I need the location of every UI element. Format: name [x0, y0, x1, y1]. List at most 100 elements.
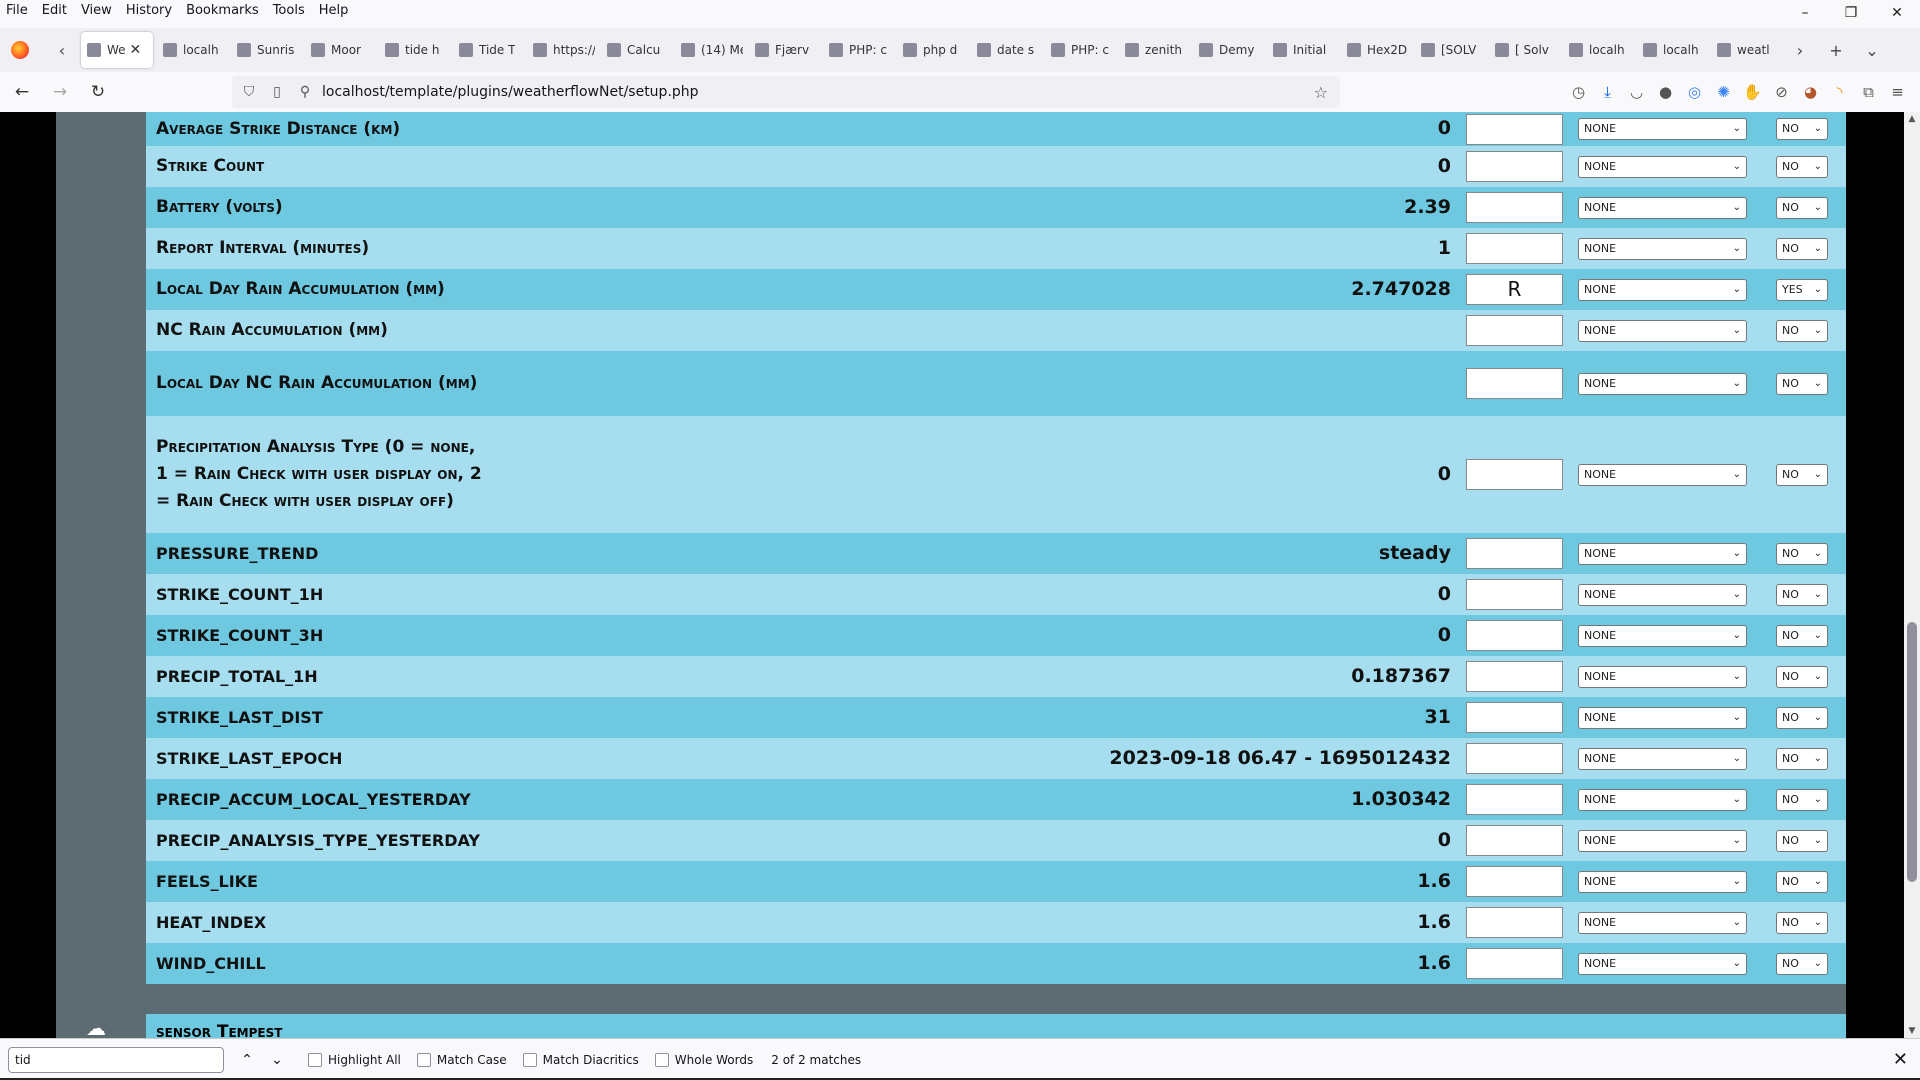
- browser-tab[interactable]: [SOLV: [1415, 32, 1489, 68]
- close-tab-icon[interactable]: ✕: [129, 42, 142, 58]
- browser-tab[interactable]: PHP: c: [823, 32, 897, 68]
- assign-select[interactable]: NONE ⌄: [1578, 118, 1747, 140]
- assign-select[interactable]: NONE ⌄: [1578, 789, 1747, 811]
- extension-globe-icon[interactable]: ✺: [1717, 83, 1730, 101]
- assign-select[interactable]: NONE ⌄: [1578, 320, 1747, 342]
- show-select[interactable]: NO ⌄: [1776, 953, 1828, 975]
- find-input[interactable]: tid: [8, 1046, 224, 1073]
- minimize-icon[interactable]: –: [1801, 5, 1809, 21]
- list-all-tabs-icon[interactable]: ⌄: [1865, 40, 1879, 60]
- browser-tab[interactable]: Sunris: [231, 32, 305, 68]
- browser-tab[interactable]: localh: [1563, 32, 1637, 68]
- browser-tab[interactable]: tide h: [379, 32, 453, 68]
- browser-tab[interactable]: Calcu: [601, 32, 675, 68]
- history-icon[interactable]: ◷: [1571, 83, 1586, 101]
- checkbox-icon[interactable]: [416, 1052, 431, 1067]
- show-select[interactable]: NO ⌄: [1776, 912, 1828, 934]
- back-icon[interactable]: ←: [14, 82, 30, 102]
- show-select[interactable]: NO ⌄: [1776, 830, 1828, 852]
- close-find-bar-icon[interactable]: ✕: [1892, 1049, 1908, 1070]
- browser-tab[interactable]: Hex2D: [1341, 32, 1415, 68]
- highlight-all-option[interactable]: Highlight All: [308, 1052, 401, 1067]
- extension-f-icon[interactable]: ●: [1658, 83, 1673, 101]
- assign-select[interactable]: NONE ⌄: [1578, 279, 1747, 301]
- tab-scroll-left-icon[interactable]: ‹: [58, 40, 66, 60]
- permissions-icon[interactable]: ⚲: [299, 84, 311, 100]
- assign-select[interactable]: NONE ⌄: [1578, 871, 1747, 893]
- scroll-up-icon[interactable]: ▲: [1908, 114, 1916, 124]
- browser-tab[interactable]: weatl: [1711, 32, 1785, 68]
- show-select[interactable]: NO ⌄: [1776, 543, 1828, 565]
- show-select[interactable]: NO ⌄: [1776, 666, 1828, 688]
- show-select[interactable]: NO ⌄: [1776, 373, 1828, 395]
- show-select[interactable]: NO ⌄: [1776, 789, 1828, 811]
- code-input[interactable]: [1466, 192, 1563, 223]
- assign-select[interactable]: NONE ⌄: [1578, 666, 1747, 688]
- menu-history[interactable]: History: [125, 2, 173, 18]
- code-input[interactable]: [1466, 579, 1563, 610]
- browser-tab[interactable]: date s: [971, 32, 1045, 68]
- assign-select[interactable]: NONE ⌄: [1578, 707, 1747, 729]
- code-input[interactable]: [1466, 114, 1563, 145]
- code-input[interactable]: [1466, 661, 1563, 692]
- browser-tab[interactable]: [ Solv: [1489, 32, 1563, 68]
- firefox-logo-icon[interactable]: [11, 41, 29, 59]
- browser-tab[interactable]: localh: [1637, 32, 1711, 68]
- forward-icon[interactable]: →: [52, 82, 68, 102]
- browser-tab[interactable]: We ✕: [81, 32, 153, 68]
- code-input[interactable]: R: [1466, 274, 1563, 305]
- assign-select[interactable]: NONE ⌄: [1578, 543, 1747, 565]
- browser-tab[interactable]: Fjærv: [749, 32, 823, 68]
- menu-view[interactable]: View: [80, 2, 112, 18]
- tab-scroll-right-icon[interactable]: ›: [1796, 40, 1804, 60]
- show-select[interactable]: NO ⌄: [1776, 197, 1828, 219]
- menu-file[interactable]: File: [6, 2, 28, 18]
- assign-select[interactable]: NONE ⌄: [1578, 748, 1747, 770]
- extension-cookie-icon[interactable]: ◕: [1803, 83, 1818, 101]
- show-select[interactable]: YES ⌄: [1776, 279, 1828, 301]
- browser-tab[interactable]: Demy: [1193, 32, 1267, 68]
- code-input[interactable]: [1466, 702, 1563, 733]
- browser-tab[interactable]: zenith: [1119, 32, 1193, 68]
- code-input[interactable]: [1466, 151, 1563, 182]
- rss-icon[interactable]: ◝: [1836, 83, 1843, 101]
- downloads-icon[interactable]: ⤓: [1604, 83, 1611, 101]
- new-tab-icon[interactable]: +: [1829, 40, 1843, 60]
- show-select[interactable]: NO ⌄: [1776, 748, 1828, 770]
- extension-block-icon[interactable]: ⊘: [1775, 83, 1788, 101]
- restore-icon[interactable]: ❐: [1844, 5, 1858, 21]
- scrollbar-thumb[interactable]: [1907, 622, 1917, 882]
- show-select[interactable]: NO ⌄: [1776, 464, 1828, 486]
- show-select[interactable]: NO ⌄: [1776, 118, 1828, 140]
- show-select[interactable]: NO ⌄: [1776, 871, 1828, 893]
- whole-words-option[interactable]: Whole Words: [654, 1052, 753, 1067]
- assign-select[interactable]: NONE ⌄: [1578, 197, 1747, 219]
- show-select[interactable]: NO ⌄: [1776, 707, 1828, 729]
- code-input[interactable]: [1466, 620, 1563, 651]
- extensions-icon[interactable]: ⧉: [1863, 83, 1874, 101]
- menu-help[interactable]: Help: [318, 2, 349, 18]
- code-input[interactable]: [1466, 948, 1563, 979]
- url-text[interactable]: localhost/template/plugins/weatherflowNe…: [322, 84, 699, 100]
- find-previous-icon[interactable]: ⌃: [241, 1051, 253, 1068]
- show-select[interactable]: NO ⌄: [1776, 584, 1828, 606]
- code-input[interactable]: [1466, 907, 1563, 938]
- shield-icon[interactable]: ⛉: [243, 84, 255, 100]
- menu-edit[interactable]: Edit: [41, 2, 67, 18]
- match-case-option[interactable]: Match Case: [416, 1052, 507, 1067]
- extension-hand-icon[interactable]: ✋: [1743, 83, 1762, 101]
- pocket-icon[interactable]: ◡: [1629, 83, 1644, 101]
- code-input[interactable]: [1466, 459, 1563, 490]
- checkbox-icon[interactable]: [654, 1052, 669, 1067]
- browser-tab[interactable]: Tide T: [453, 32, 527, 68]
- code-input[interactable]: [1466, 825, 1563, 856]
- browser-tab[interactable]: php d: [897, 32, 971, 68]
- assign-select[interactable]: NONE ⌄: [1578, 238, 1747, 260]
- code-input[interactable]: [1466, 315, 1563, 346]
- assign-select[interactable]: NONE ⌄: [1578, 625, 1747, 647]
- assign-select[interactable]: NONE ⌄: [1578, 912, 1747, 934]
- assign-select[interactable]: NONE ⌄: [1578, 584, 1747, 606]
- extension-circle-icon[interactable]: ◎: [1687, 83, 1702, 101]
- reload-icon[interactable]: ↻: [90, 82, 106, 102]
- assign-select[interactable]: NONE ⌄: [1578, 373, 1747, 395]
